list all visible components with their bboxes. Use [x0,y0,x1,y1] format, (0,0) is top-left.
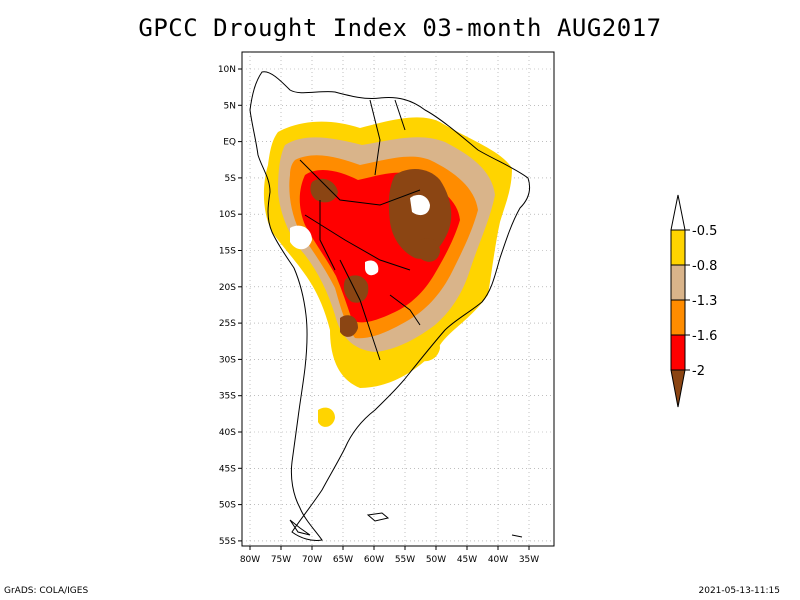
legend-arrow-bottom [670,369,686,408]
island-falklands [366,512,390,522]
lat-label: 25S [219,319,236,329]
legend-label-0: -0.5 [692,224,717,239]
legend-label-1: -0.8 [692,259,717,274]
lon-label: 70W [302,555,322,565]
legend-label-ticks [685,229,690,371]
border-line-2 [304,214,411,271]
border-line-5 [394,99,406,131]
border-line-1 [299,159,421,206]
lat-label: 30S [219,355,236,365]
island-small [511,534,523,538]
longitude-labels: 80W 75W 70W 65W 60W 55W 50W 45W 40W 35W [240,555,539,565]
legend-label-2: -1.3 [692,294,717,309]
shade-brown-3 [343,275,369,303]
lon-label: 45W [457,555,477,565]
lat-label: 45S [219,464,236,474]
lon-label: 80W [240,555,260,565]
footer-credit: GrADS: COLA/IGES [4,586,89,596]
shade-white-hole-3 [365,260,379,276]
legend-label-3: -1.6 [692,329,717,344]
lon-label: 55W [395,555,415,565]
lat-label: 20S [219,283,236,293]
axis-ticks [238,68,530,550]
footer-timestamp: 2021-05-13-11:15 [698,586,781,596]
map-title: GPCC Drought Index 03-month AUG2017 [138,14,662,42]
lat-label: 5N [224,101,236,111]
south-america-outline [249,71,531,541]
legend-box-tan [670,264,686,301]
coastline [249,71,531,541]
latitude-labels: 10N 5N EQ 5S 10S 15S 20S 25S 30S 35S 40S 45S 50S 55S [218,65,236,547]
shade-yellow-2 [318,407,335,427]
lat-label: 5S [225,174,237,184]
border-line-3 [339,259,381,361]
lat-label: 40S [219,428,236,438]
lat-label: 10N [218,65,236,75]
island-tierra [289,519,311,536]
shade-brown-4 [340,315,358,337]
lat-label: EQ [223,138,236,148]
legend-box-orange [670,299,686,336]
shade-white-hole-1 [410,194,430,216]
drought-shading [263,117,512,427]
lat-label: 15S [219,247,236,257]
shade-brown-2 [310,178,338,203]
lon-label: 40W [488,555,508,565]
legend-box-red [670,334,686,371]
lon-label: 75W [271,555,291,565]
shade-white-hole-2 [290,225,312,250]
lat-label: 50S [219,501,236,511]
lat-label: 35S [219,392,236,402]
lat-label: 10S [219,210,236,220]
legend-label-4: -2 [692,364,705,379]
legend-arrow-top [670,194,686,231]
lon-label: 60W [364,555,384,565]
border-line-7 [389,294,421,326]
shade-brown-5 [420,238,440,262]
color-legend: -0.5 -0.8 -1.3 -1.6 -2 [670,194,717,408]
legend-box-yellow [670,229,686,266]
border-line-4 [369,99,381,176]
lon-label: 50W [426,555,446,565]
border-line-6 [319,200,336,271]
lon-label: 35W [519,555,539,565]
lat-label: 55S [219,537,236,547]
lon-label: 65W [333,555,353,565]
